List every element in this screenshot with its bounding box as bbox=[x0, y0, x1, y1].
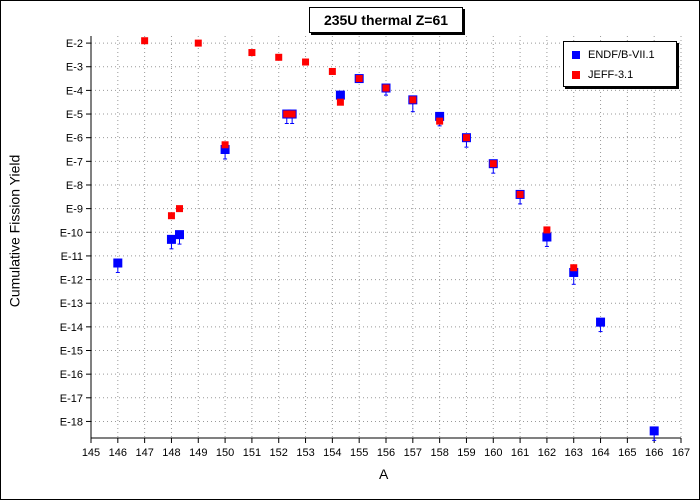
x-tick-label: 148 bbox=[162, 447, 180, 459]
x-tick-label: 149 bbox=[189, 447, 207, 459]
y-tick-label: E-17 bbox=[60, 393, 83, 405]
y-tick-label: E-8 bbox=[66, 180, 83, 192]
jeff-point bbox=[570, 264, 578, 272]
y-tick-label: E-11 bbox=[61, 251, 83, 263]
y-axis-title: Cumulative Fission Yield bbox=[6, 154, 23, 308]
y-tick-label: E-2 bbox=[66, 38, 83, 50]
x-tick-label: 162 bbox=[538, 447, 556, 459]
jeff-point bbox=[141, 37, 149, 45]
x-tick-label: 152 bbox=[270, 447, 288, 459]
legend: ENDF/B-VII.1 JEFF-3.1 bbox=[563, 41, 677, 87]
endf-point bbox=[435, 111, 445, 121]
endf-point bbox=[542, 232, 552, 242]
y-tick-label: E-14 bbox=[60, 322, 83, 334]
x-tick-label: 155 bbox=[350, 447, 368, 459]
x-tick-label: 163 bbox=[565, 447, 583, 459]
y-tick-label: E-5 bbox=[66, 109, 83, 121]
jeff-point bbox=[436, 117, 444, 125]
x-tick-label: 165 bbox=[618, 447, 636, 459]
legend-swatch-jeff bbox=[572, 71, 580, 79]
x-tick-label: 156 bbox=[377, 447, 395, 459]
y-tick-label: E-16 bbox=[60, 369, 83, 381]
endf-point bbox=[596, 317, 606, 327]
jeff-point bbox=[283, 110, 291, 118]
jeff-point bbox=[248, 49, 256, 57]
x-tick-label: 164 bbox=[591, 447, 609, 459]
jeff-point bbox=[355, 75, 363, 83]
x-tick-label: 146 bbox=[109, 447, 127, 459]
jeff-point bbox=[328, 67, 336, 75]
jeff-point bbox=[288, 110, 296, 118]
x-tick-label: 161 bbox=[511, 447, 529, 459]
x-tick-label: 145 bbox=[82, 447, 100, 459]
y-axis-title-wrap: Cumulative Fission Yield bbox=[1, 155, 27, 308]
legend-label-jeff: JEFF-3.1 bbox=[588, 69, 634, 81]
endf-point bbox=[166, 234, 176, 244]
y-tick-label: E-15 bbox=[60, 346, 83, 358]
chart-title: 235U thermal Z=61 bbox=[309, 7, 463, 33]
jeff-point bbox=[382, 84, 390, 92]
endf-point bbox=[569, 267, 579, 277]
jeff-point bbox=[336, 98, 344, 106]
y-tick-label: E-7 bbox=[66, 156, 83, 168]
jeff-point bbox=[462, 134, 470, 142]
jeff-point bbox=[194, 39, 202, 47]
endf-point bbox=[335, 90, 345, 100]
legend-swatch-endf bbox=[572, 51, 580, 59]
y-tick-label: E-4 bbox=[66, 85, 83, 97]
y-tick-label: E-13 bbox=[60, 298, 83, 310]
jeff-point bbox=[176, 205, 183, 213]
x-tick-label: 167 bbox=[672, 447, 690, 459]
x-tick-label: 158 bbox=[430, 447, 448, 459]
endf-point bbox=[220, 145, 230, 155]
y-tick-label: E-10 bbox=[60, 227, 83, 239]
jeff-point bbox=[516, 190, 524, 198]
jeff-point bbox=[221, 141, 229, 149]
endf-point bbox=[113, 258, 123, 268]
y-tick-label: E-9 bbox=[66, 204, 83, 216]
x-tick-label: 159 bbox=[457, 447, 475, 459]
y-tick-label: E-6 bbox=[66, 133, 83, 145]
x-tick-label: 151 bbox=[243, 447, 261, 459]
x-tick-label: 150 bbox=[216, 447, 234, 459]
jeff-point bbox=[409, 96, 417, 104]
y-tick-label: E-12 bbox=[60, 275, 83, 287]
x-tick-label: 154 bbox=[323, 447, 341, 459]
jeff-point bbox=[543, 226, 551, 234]
endf-point bbox=[175, 230, 184, 240]
jeff-point bbox=[489, 160, 497, 168]
x-tick-label: 153 bbox=[296, 447, 314, 459]
jeff-point bbox=[302, 58, 310, 66]
x-tick-label: 147 bbox=[135, 447, 153, 459]
endf-point bbox=[649, 426, 659, 436]
legend-item-jeff: JEFF-3.1 bbox=[572, 69, 633, 81]
x-tick-label: 166 bbox=[645, 447, 663, 459]
jeff-point bbox=[275, 53, 283, 61]
legend-item-endf: ENDF/B-VII.1 bbox=[572, 49, 655, 61]
jeff-point bbox=[167, 212, 175, 220]
legend-label-endf: ENDF/B-VII.1 bbox=[588, 49, 655, 61]
x-axis-title: A bbox=[379, 466, 389, 482]
y-tick-label: E-18 bbox=[60, 416, 83, 428]
x-tick-label: 157 bbox=[404, 447, 422, 459]
y-tick-label: E-3 bbox=[66, 62, 83, 74]
x-tick-label: 160 bbox=[484, 447, 502, 459]
